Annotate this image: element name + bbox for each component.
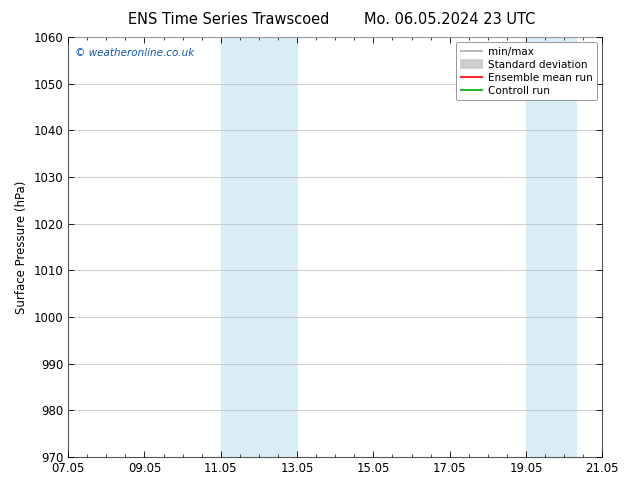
- Y-axis label: Surface Pressure (hPa): Surface Pressure (hPa): [15, 180, 28, 314]
- Text: Mo. 06.05.2024 23 UTC: Mo. 06.05.2024 23 UTC: [365, 12, 536, 27]
- Text: © weatheronline.co.uk: © weatheronline.co.uk: [75, 48, 194, 58]
- Text: ENS Time Series Trawscoed: ENS Time Series Trawscoed: [127, 12, 329, 27]
- Bar: [526, 37, 576, 457]
- Legend: min/max, Standard deviation, Ensemble mean run, Controll run: min/max, Standard deviation, Ensemble me…: [456, 42, 597, 100]
- Bar: [221, 37, 297, 457]
